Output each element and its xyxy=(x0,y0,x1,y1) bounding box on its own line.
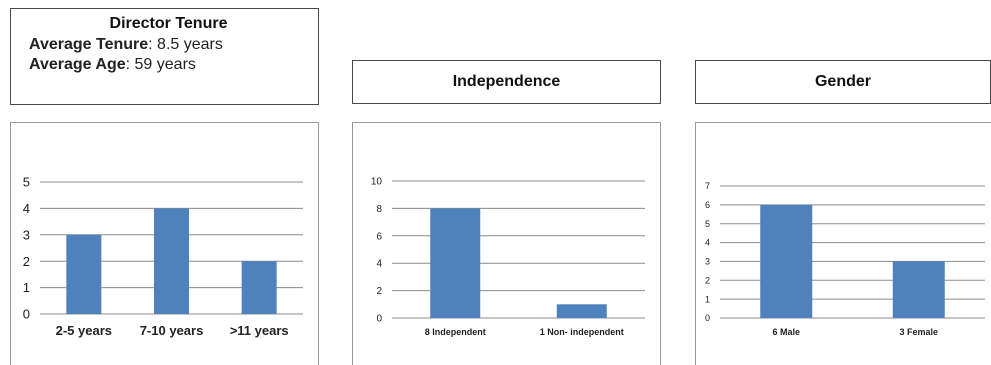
independence-bar xyxy=(430,208,481,318)
gender-y-tick-label: 5 xyxy=(705,219,710,229)
independence-title-box: Independence xyxy=(352,60,661,104)
gender-y-tick-label: 2 xyxy=(705,275,710,285)
gender-y-tick-label: 1 xyxy=(705,294,710,304)
independence-y-tick-label: 4 xyxy=(376,259,382,270)
average-tenure-label: Average Tenure xyxy=(29,36,149,53)
gender-bar xyxy=(892,261,945,318)
gender-y-tick-label: 7 xyxy=(705,181,710,191)
independence-y-tick-label: 2 xyxy=(376,286,382,297)
independence-y-tick-label: 8 xyxy=(376,204,382,215)
gender-y-tick-label: 6 xyxy=(705,200,710,210)
average-tenure-value: : 8.5 years xyxy=(148,36,223,53)
tenure-x-category-label: 2-5 years xyxy=(56,323,112,338)
gender-y-tick-label: 0 xyxy=(705,313,710,323)
gender-title-box: Gender xyxy=(695,60,991,104)
independence-y-tick-label: 0 xyxy=(376,314,382,325)
tenure-bar xyxy=(66,234,102,314)
independence-x-category-label: 8 Independent xyxy=(425,327,486,337)
tenure-y-tick-label: 1 xyxy=(23,280,30,295)
gender-x-category-label: 3 Female xyxy=(899,327,938,337)
independence-title: Independence xyxy=(452,73,561,90)
independence-y-tick-label: 10 xyxy=(371,177,383,188)
tenure-y-tick-label: 2 xyxy=(23,254,30,269)
tenure-summary-box: Director Tenure Average Tenure: 8.5 year… xyxy=(10,8,319,105)
average-tenure-line: Average Tenure: 8.5 years xyxy=(29,35,308,55)
gender-chart-panel xyxy=(695,122,991,365)
independence-bar xyxy=(556,304,607,318)
gender-title: Gender xyxy=(814,73,871,90)
tenure-y-tick-label: 0 xyxy=(23,307,30,322)
tenure-y-tick-label: 4 xyxy=(23,201,30,216)
independence-x-category-label: 1 Non- independent xyxy=(540,327,624,337)
gender-x-category-label: 6 Male xyxy=(772,327,800,337)
tenure-x-category-label: 7-10 years xyxy=(140,323,204,338)
tenure-bar xyxy=(154,208,189,314)
average-age-label: Average Age xyxy=(29,56,126,73)
tenure-y-tick-label: 5 xyxy=(23,175,30,190)
independence-y-tick-label: 6 xyxy=(376,231,382,242)
average-age-value: : 59 years xyxy=(125,56,196,73)
average-age-line: Average Age: 59 years xyxy=(29,55,308,75)
tenure-summary-title: Director Tenure xyxy=(109,15,228,32)
tenure-y-tick-label: 3 xyxy=(23,227,30,242)
tenure-bar xyxy=(241,261,277,314)
gender-y-tick-label: 3 xyxy=(705,257,710,267)
gender-y-tick-label: 4 xyxy=(705,238,710,248)
independence-chart-panel xyxy=(352,122,661,365)
tenure-x-category-label: >11 years xyxy=(230,323,289,338)
gender-bar xyxy=(760,204,813,318)
